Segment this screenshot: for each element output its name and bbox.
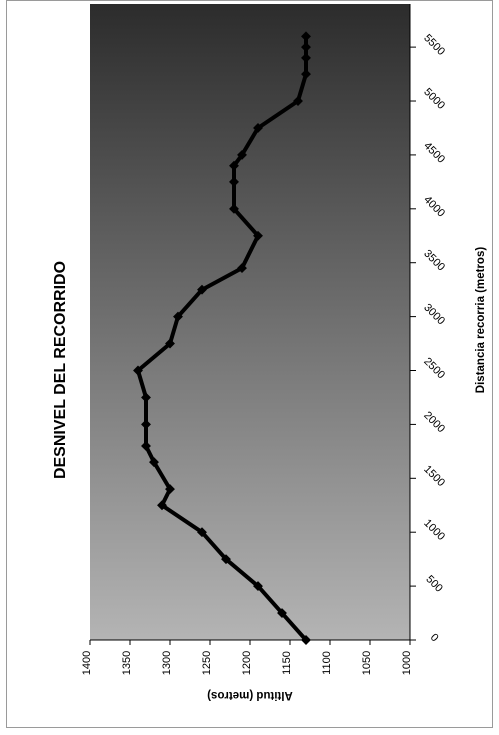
data-point [229,176,239,187]
data-point [293,96,303,106]
y-axis-ticks [89,640,411,645]
x-tick-label: 5000 [421,86,447,112]
data-point [229,160,239,171]
data-point [165,338,175,349]
y-tick-label: 1050 [361,651,373,675]
y-tick-label: 1150 [281,651,293,675]
x-tick-label: 2500 [421,355,447,381]
x-tick-labels: 0 500 1000 1500 2000 2500 3000 3500 4000 4500 5000… [421,32,447,644]
y-tick-label: 1300 [161,651,173,675]
y-tick-label: 1250 [201,651,213,675]
x-tick-label: 4000 [421,194,447,220]
data-point [173,311,183,322]
data-point [277,608,287,619]
x-tick-label: 4500 [421,140,447,166]
data-point [165,484,175,495]
y-tick-label: 1000 [401,651,413,675]
plot-area [90,4,410,640]
x-tick-label: 0 [428,631,441,644]
y-tick-label: 1100 [321,651,333,675]
data-point [301,69,311,80]
data-point [141,392,151,403]
y-tick-label: 1200 [241,651,253,675]
chart-title: DESNIVEL DEL RECORRIDO [52,261,69,479]
x-tick-label: 3500 [421,248,447,274]
x-tick-label: 1500 [421,463,447,489]
data-point [237,263,247,274]
y-tick-label: 1350 [121,651,133,675]
y-tick-label: 1400 [81,651,93,675]
x-tick-label: 500 [423,573,444,594]
y-axis-label: Altitud (metros) [207,689,293,701]
x-tick-label: 5500 [421,32,447,58]
x-tick-label: 3000 [421,302,447,328]
x-tick-label: 2000 [421,409,447,435]
data-point [141,419,151,430]
x-axis-ticks [410,46,416,641]
data-point [157,500,167,511]
x-tick-label: 1000 [421,517,447,543]
data-point [237,149,247,160]
data-point [301,52,311,63]
data-point [301,42,311,53]
elevation-points [133,31,311,645]
data-point [229,203,239,214]
data-point [197,284,207,295]
y-tick-labels: 1000 1050 1100 1150 1200 1250 1300 1350 1400 [81,651,413,675]
data-point [301,31,311,42]
x-axis-label: Distancia recorria (metros) [475,247,487,394]
